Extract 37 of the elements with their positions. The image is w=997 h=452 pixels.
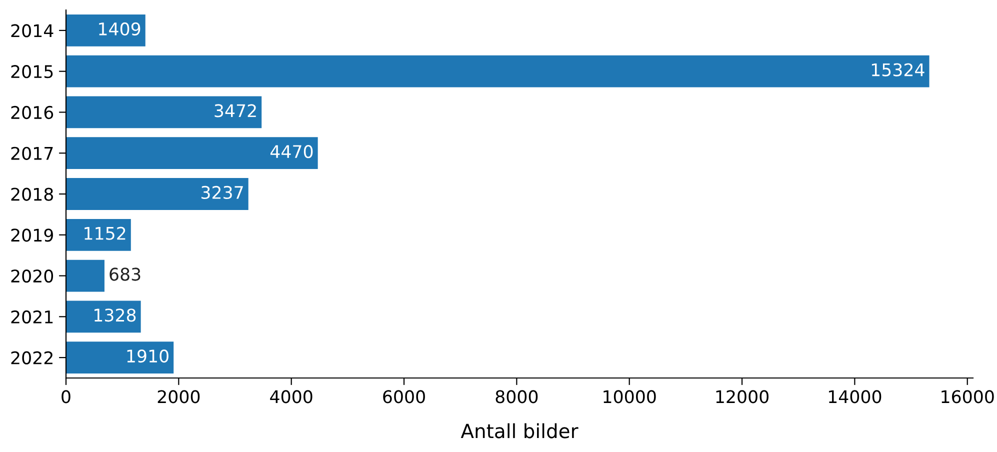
x-axis-title: Antall bilder	[460, 423, 578, 438]
x-tick-label: 10000	[604, 390, 656, 404]
y-tick-label: 2019	[11, 228, 53, 242]
x-tick-label: 8000	[496, 390, 538, 404]
x-tick-label: 6000	[383, 390, 425, 404]
bar	[66, 260, 104, 292]
x-tick-label: 14000	[828, 390, 882, 404]
data-label: 1152	[84, 226, 126, 240]
bar	[66, 137, 318, 170]
bar	[66, 178, 248, 210]
x-tick-label: 16000	[942, 390, 994, 404]
y-tick-label: 2018	[11, 188, 54, 201]
data-label: 4470	[270, 145, 313, 158]
data-label: 1910	[127, 349, 168, 363]
data-label: 15324	[872, 63, 924, 76]
data-label: 3237	[201, 186, 243, 200]
y-tick-label: 2017	[11, 146, 53, 160]
x-tick-label: 12000	[716, 390, 768, 404]
y-tick-label: 2014	[11, 24, 54, 38]
y-tick-label: 2016	[11, 106, 54, 120]
data-label: 1409	[99, 22, 140, 36]
bar	[66, 55, 930, 88]
bar	[66, 218, 131, 251]
y-tick-label: 2020	[11, 269, 54, 283]
x-tick-label: 2000	[158, 390, 200, 404]
bar	[66, 300, 141, 333]
bar	[66, 14, 146, 46]
x-tick-label: 0	[62, 390, 70, 404]
x-tick-label: 4000	[270, 390, 312, 404]
bar	[66, 342, 174, 374]
y-tick-label: 2021	[11, 310, 53, 324]
y-tick-label: 2022	[11, 351, 52, 364]
data-label: 683	[110, 268, 140, 281]
data-label: 3472	[214, 104, 256, 118]
y-tick-label: 2015	[11, 65, 53, 78]
data-label: 1328	[94, 308, 136, 322]
bar	[66, 96, 262, 128]
